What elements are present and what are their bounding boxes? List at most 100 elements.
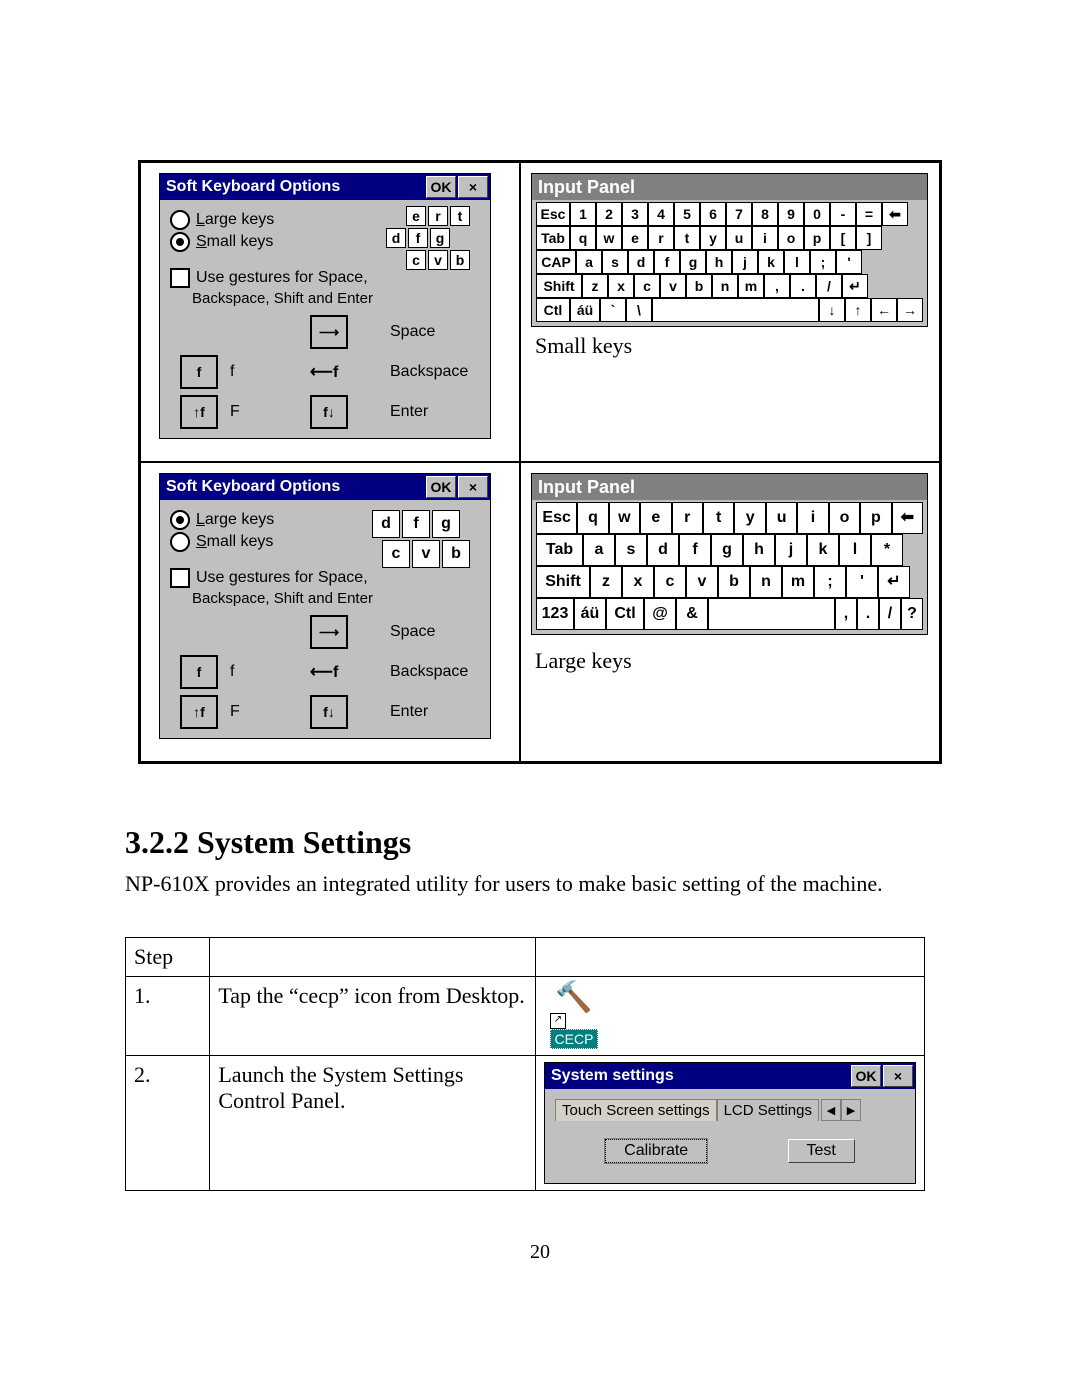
key-l[interactable]: l bbox=[839, 534, 871, 566]
key-v[interactable]: v bbox=[660, 274, 686, 298]
key-s[interactable]: s bbox=[615, 534, 647, 566]
key-↵[interactable]: ↵ bbox=[842, 274, 868, 298]
key-↑[interactable]: ↑ bbox=[845, 298, 871, 322]
key-e[interactable]: e bbox=[622, 226, 648, 250]
key-r[interactable]: r bbox=[648, 226, 674, 250]
cecp-icon[interactable]: 🔨 ↗ CECP bbox=[544, 983, 604, 1049]
tab-scroll-right[interactable]: ▶ bbox=[841, 1099, 861, 1121]
key-/[interactable]: / bbox=[879, 598, 901, 630]
key-8[interactable]: 8 bbox=[752, 202, 778, 226]
keyboard-small[interactable]: Esc1234567890-=⬅Tabqwertyuiop[]CAPasdfgh… bbox=[532, 200, 927, 326]
key-j[interactable]: j bbox=[732, 250, 758, 274]
key-.[interactable]: . bbox=[857, 598, 879, 630]
key-9[interactable]: 9 bbox=[778, 202, 804, 226]
key-áü[interactable]: áü bbox=[574, 598, 606, 630]
key-h[interactable]: h bbox=[706, 250, 732, 274]
key-?[interactable]: ? bbox=[901, 598, 923, 630]
key-y[interactable]: y bbox=[734, 502, 765, 534]
key-4[interactable]: 4 bbox=[648, 202, 674, 226]
key-v[interactable]: v bbox=[686, 566, 718, 598]
key-;[interactable]: ; bbox=[810, 250, 836, 274]
key-u[interactable]: u bbox=[726, 226, 752, 250]
key-6[interactable]: 6 bbox=[700, 202, 726, 226]
calibrate-button[interactable]: Calibrate bbox=[605, 1139, 707, 1163]
key-f[interactable]: f bbox=[654, 250, 680, 274]
key-Ctl[interactable]: Ctl bbox=[606, 598, 644, 630]
key-k[interactable]: k bbox=[807, 534, 839, 566]
key-0[interactable]: 0 bbox=[804, 202, 830, 226]
key-r[interactable]: r bbox=[672, 502, 703, 534]
key-⬅[interactable]: ⬅ bbox=[892, 502, 923, 534]
key-,[interactable]: , bbox=[835, 598, 857, 630]
key-Shift[interactable]: Shift bbox=[536, 274, 582, 298]
key-g[interactable]: g bbox=[711, 534, 743, 566]
key-d[interactable]: d bbox=[628, 250, 654, 274]
key-Shift[interactable]: Shift bbox=[536, 566, 590, 598]
close-button[interactable]: × bbox=[883, 1065, 913, 1087]
close-button[interactable]: × bbox=[458, 476, 488, 498]
key-g[interactable]: g bbox=[680, 250, 706, 274]
key-Esc[interactable]: Esc bbox=[536, 202, 570, 226]
key-space[interactable] bbox=[708, 598, 835, 630]
key-\[interactable]: \ bbox=[626, 298, 652, 322]
key-.[interactable]: . bbox=[790, 274, 816, 298]
key-w[interactable]: w bbox=[596, 226, 622, 250]
key--[interactable]: - bbox=[830, 202, 856, 226]
key-b[interactable]: b bbox=[686, 274, 712, 298]
key-CAP[interactable]: CAP bbox=[536, 250, 576, 274]
ok-button[interactable]: OK bbox=[851, 1065, 881, 1087]
key-`[interactable]: ` bbox=[600, 298, 626, 322]
key-b[interactable]: b bbox=[718, 566, 750, 598]
key-,[interactable]: , bbox=[764, 274, 790, 298]
key-l[interactable]: l bbox=[784, 250, 810, 274]
key-Esc[interactable]: Esc bbox=[536, 502, 577, 534]
key-s[interactable]: s bbox=[602, 250, 628, 274]
key-p[interactable]: p bbox=[804, 226, 830, 250]
key-n[interactable]: n bbox=[712, 274, 738, 298]
key-123[interactable]: 123 bbox=[536, 598, 574, 630]
key-e[interactable]: e bbox=[640, 502, 671, 534]
key-↓[interactable]: ↓ bbox=[819, 298, 845, 322]
key-;[interactable]: ; bbox=[814, 566, 846, 598]
key-m[interactable]: m bbox=[738, 274, 764, 298]
key-][interactable]: ] bbox=[856, 226, 882, 250]
key-'[interactable]: ' bbox=[846, 566, 878, 598]
key-x[interactable]: x bbox=[622, 566, 654, 598]
key-h[interactable]: h bbox=[743, 534, 775, 566]
key-←[interactable]: ← bbox=[871, 298, 897, 322]
key-p[interactable]: p bbox=[860, 502, 891, 534]
key-→[interactable]: → bbox=[897, 298, 923, 322]
tab-lcd-settings[interactable]: LCD Settings bbox=[717, 1099, 819, 1121]
key-u[interactable]: u bbox=[766, 502, 797, 534]
use-gestures-checkbox[interactable]: Use gestures for Space, bbox=[170, 268, 480, 288]
key-Tab[interactable]: Tab bbox=[536, 226, 570, 250]
key-Ctl[interactable]: Ctl bbox=[536, 298, 570, 322]
key-j[interactable]: j bbox=[775, 534, 807, 566]
key-'[interactable]: ' bbox=[836, 250, 862, 274]
key-z[interactable]: z bbox=[590, 566, 622, 598]
key-d[interactable]: d bbox=[647, 534, 679, 566]
key-n[interactable]: n bbox=[750, 566, 782, 598]
key-a[interactable]: a bbox=[576, 250, 602, 274]
key-3[interactable]: 3 bbox=[622, 202, 648, 226]
key-c[interactable]: c bbox=[634, 274, 660, 298]
tab-scroll-left[interactable]: ◀ bbox=[821, 1099, 841, 1121]
key-k[interactable]: k bbox=[758, 250, 784, 274]
key-↵[interactable]: ↵ bbox=[878, 566, 910, 598]
ok-button[interactable]: OK bbox=[426, 176, 456, 198]
key-@[interactable]: @ bbox=[644, 598, 676, 630]
key-i[interactable]: i bbox=[752, 226, 778, 250]
key-áü[interactable]: áü bbox=[570, 298, 600, 322]
tab-touch-screen[interactable]: Touch Screen settings bbox=[555, 1099, 717, 1121]
test-button[interactable]: Test bbox=[788, 1139, 855, 1163]
key-*[interactable]: * bbox=[871, 534, 903, 566]
use-gestures-checkbox[interactable]: Use gestures for Space, bbox=[170, 568, 480, 588]
keyboard-large[interactable]: Escqwertyuiop⬅Tabasdfghjkl*Shiftzxcvbnm;… bbox=[532, 500, 927, 634]
key-7[interactable]: 7 bbox=[726, 202, 752, 226]
key-/[interactable]: / bbox=[816, 274, 842, 298]
key-c[interactable]: c bbox=[654, 566, 686, 598]
key-q[interactable]: q bbox=[570, 226, 596, 250]
key-m[interactable]: m bbox=[782, 566, 814, 598]
key-o[interactable]: o bbox=[778, 226, 804, 250]
key-i[interactable]: i bbox=[797, 502, 828, 534]
